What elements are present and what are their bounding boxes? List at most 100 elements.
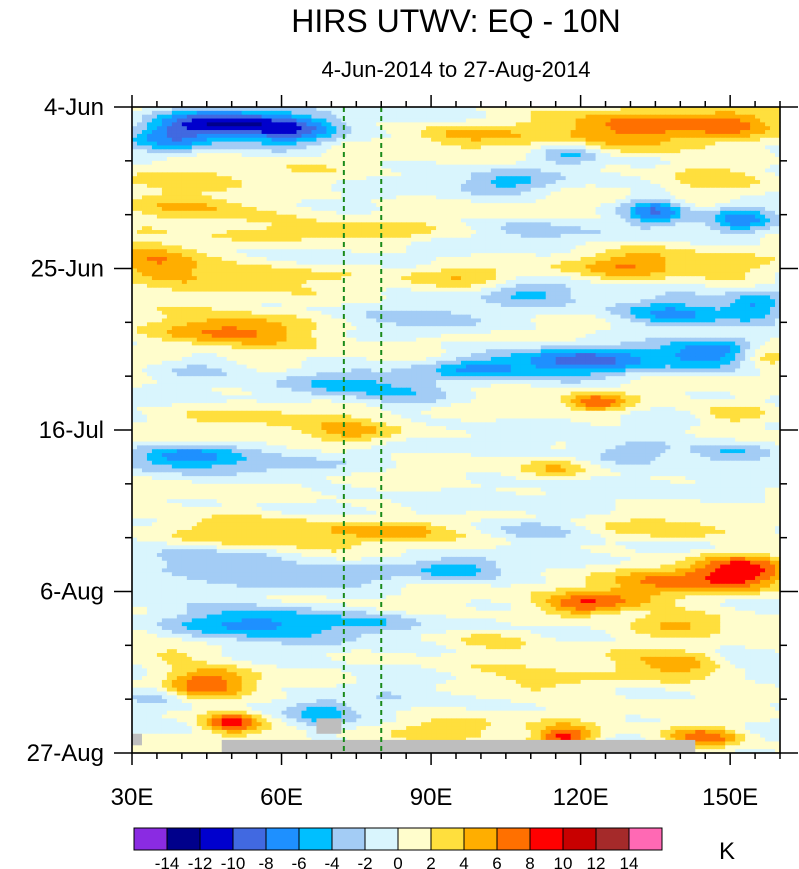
field-cell xyxy=(236,241,243,247)
field-cell xyxy=(246,145,253,150)
field-cell xyxy=(336,230,342,235)
field-cell xyxy=(575,203,582,208)
field-cell xyxy=(695,195,701,200)
field-cell xyxy=(231,245,238,250)
field-cell xyxy=(361,133,367,139)
field-cell xyxy=(261,122,268,127)
field-cell xyxy=(500,137,507,143)
field-cell xyxy=(421,114,427,120)
field-cell xyxy=(705,206,711,212)
field-cell xyxy=(730,160,736,166)
field-cell xyxy=(371,130,377,135)
field-cell xyxy=(211,214,218,220)
field-cell xyxy=(456,233,462,239)
field-cell xyxy=(730,118,736,123)
field-cell xyxy=(366,176,372,181)
field-cell xyxy=(191,114,198,120)
field-cell xyxy=(740,114,746,120)
field-cell xyxy=(221,130,228,135)
field-cell xyxy=(545,233,552,239)
field-cell xyxy=(376,195,382,200)
field-cell xyxy=(396,110,402,116)
field-cell xyxy=(401,110,407,116)
field-cell xyxy=(281,237,288,243)
field-cell xyxy=(675,156,681,162)
field-cell xyxy=(186,241,193,247)
field-cell xyxy=(286,176,293,181)
field-cell xyxy=(211,180,218,185)
field-cell xyxy=(695,176,701,181)
field-cell xyxy=(416,187,422,193)
field-cell xyxy=(236,172,243,177)
field-cell xyxy=(525,191,532,197)
field-cell xyxy=(720,245,726,250)
field-cell xyxy=(256,107,263,112)
field-cell xyxy=(745,222,751,227)
field-cell xyxy=(186,137,193,143)
field-cell xyxy=(690,195,696,200)
field-cell xyxy=(251,160,258,166)
field-cell xyxy=(356,218,362,223)
field-cell xyxy=(421,241,427,247)
field-cell xyxy=(630,176,637,181)
field-cell xyxy=(426,214,432,220)
field-cell xyxy=(580,176,587,181)
field-cell xyxy=(640,199,647,204)
field-cell xyxy=(221,206,228,212)
field-cell xyxy=(331,160,337,166)
field-cell xyxy=(655,199,661,204)
field-cell xyxy=(436,110,442,116)
field-cell xyxy=(371,156,377,162)
field-cell xyxy=(306,241,313,247)
field-cell xyxy=(600,241,607,247)
field-cell xyxy=(306,130,313,135)
field-cell xyxy=(695,245,701,250)
field-cell xyxy=(311,145,318,150)
field-cell xyxy=(690,141,696,147)
field-cell xyxy=(351,141,357,147)
field-cell xyxy=(650,206,656,212)
field-cell xyxy=(376,176,382,181)
field-cell xyxy=(660,126,666,131)
field-cell xyxy=(470,199,477,204)
field-cell xyxy=(221,156,228,162)
field-cell xyxy=(530,118,537,123)
field-cell xyxy=(655,149,661,154)
field-cell xyxy=(705,183,711,189)
field-cell xyxy=(441,195,447,200)
field-cell xyxy=(560,249,567,254)
field-cell xyxy=(391,164,397,170)
field-cell xyxy=(371,153,377,158)
field-cell xyxy=(505,126,512,131)
field-cell xyxy=(500,107,507,112)
field-cell xyxy=(316,118,323,123)
field-cell xyxy=(146,253,153,258)
field-cell xyxy=(710,164,716,170)
field-cell xyxy=(416,203,422,208)
field-cell xyxy=(286,230,293,235)
field-cell xyxy=(710,172,716,177)
field-cell xyxy=(176,214,183,220)
field-cell xyxy=(750,133,756,139)
field-cell xyxy=(520,218,527,223)
field-cell xyxy=(141,245,148,250)
field-cell xyxy=(550,203,557,208)
field-cell xyxy=(500,110,507,116)
field-cell xyxy=(251,187,258,193)
field-cell xyxy=(485,195,492,200)
field-cell xyxy=(715,110,721,116)
field-cell xyxy=(705,180,711,185)
field-cell xyxy=(510,133,517,139)
field-cell xyxy=(371,245,377,250)
field-cell xyxy=(351,149,357,154)
field-cell xyxy=(441,237,447,243)
field-cell xyxy=(381,237,387,243)
field-cell xyxy=(555,133,562,139)
field-cell xyxy=(246,122,253,127)
field-cell xyxy=(431,183,437,189)
field-cell xyxy=(451,241,457,247)
field-cell xyxy=(446,130,452,135)
field-cell xyxy=(386,233,392,239)
field-cell xyxy=(146,183,153,189)
field-cell xyxy=(655,118,661,123)
